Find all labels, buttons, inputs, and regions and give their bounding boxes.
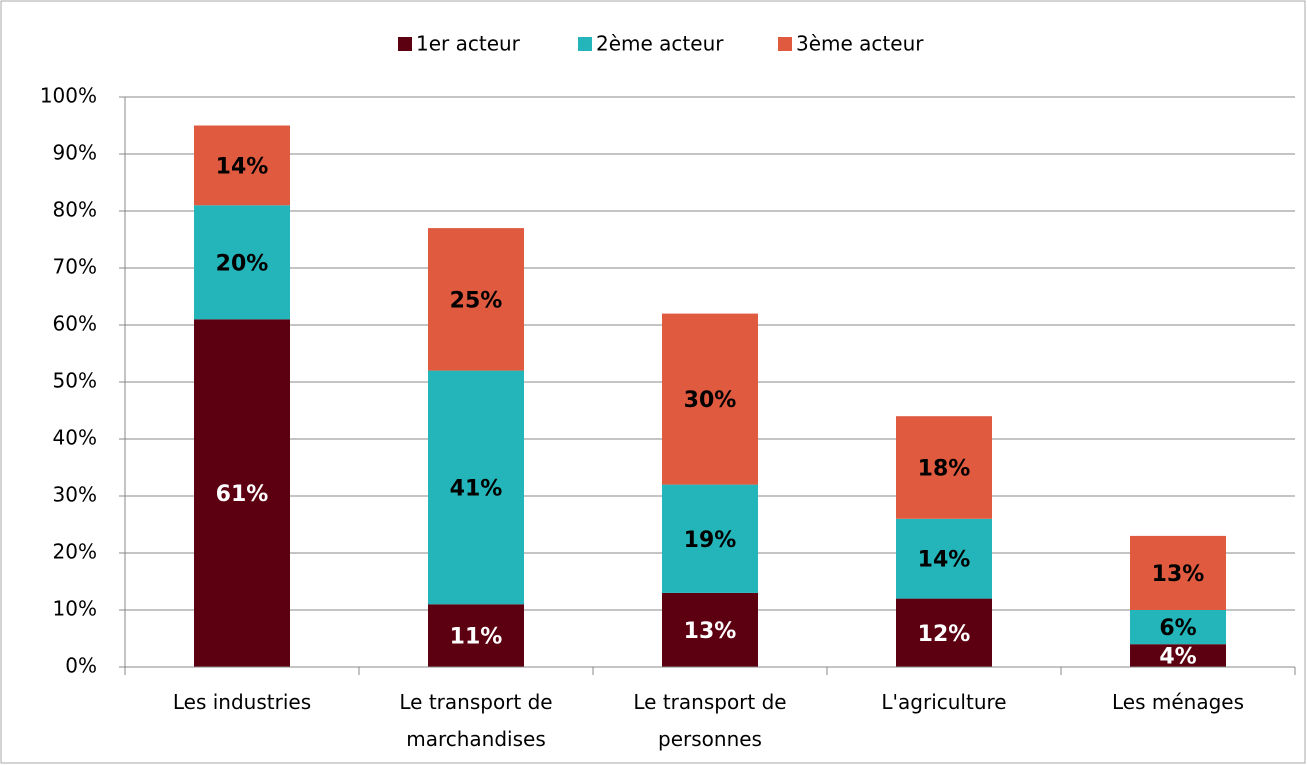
y-tick-label: 70%: [53, 255, 97, 279]
y-tick-label: 90%: [53, 141, 97, 165]
value-label: 12%: [918, 622, 971, 647]
bar-segment: [1130, 644, 1226, 667]
value-label: 13%: [684, 619, 737, 644]
y-tick-label: 60%: [53, 312, 97, 336]
value-label: 20%: [216, 251, 269, 276]
bar-segment: [1130, 610, 1226, 645]
value-label: 14%: [918, 548, 971, 573]
value-label: 6%: [1159, 616, 1196, 641]
bar-segment: [194, 205, 290, 320]
value-label: 18%: [918, 457, 971, 482]
bar-segment: [428, 370, 524, 605]
x-tick-label: Le transport de marchandises: [399, 690, 553, 751]
bar-segment: [428, 228, 524, 371]
legend-label: 3ème acteur: [796, 32, 924, 56]
x-tick-label: Le transport de personnes: [633, 690, 787, 751]
bar-segment: [662, 484, 758, 593]
value-label: 41%: [450, 476, 503, 501]
bar-segment: [896, 598, 992, 667]
y-tick-label: 50%: [53, 369, 97, 393]
bar-segment: [194, 125, 290, 206]
bar-segment: [896, 416, 992, 519]
value-label: 13%: [1152, 562, 1205, 587]
y-tick-label: 10%: [53, 597, 97, 621]
x-tick-label: Les ménages: [1111, 690, 1244, 714]
legend-swatch: [778, 37, 792, 51]
legend-label: 2ème acteur: [596, 32, 724, 56]
y-tick-label: 100%: [40, 84, 97, 108]
legend-swatch: [578, 37, 592, 51]
bar-segment: [662, 592, 758, 667]
value-label: 25%: [450, 288, 503, 313]
x-tick-label: L'agriculture: [881, 690, 1007, 714]
value-label: 19%: [684, 528, 737, 553]
legend-label: 1er acteur: [416, 32, 521, 56]
y-tick-label: 0%: [65, 654, 97, 678]
bar-segment: [662, 313, 758, 485]
x-tick-label: Les industries: [172, 690, 312, 714]
y-tick-label: 40%: [53, 426, 97, 450]
legend-swatch: [398, 37, 412, 51]
bar-segment: [194, 319, 290, 667]
y-tick-label: 30%: [53, 483, 97, 507]
bar-segment: [1130, 535, 1226, 610]
value-label: 4%: [1159, 645, 1196, 670]
bar-segment: [428, 604, 524, 667]
value-label: 14%: [216, 154, 269, 179]
y-tick-label: 20%: [53, 540, 97, 564]
value-label: 11%: [450, 625, 503, 650]
bar-segment: [896, 518, 992, 599]
value-label: 30%: [684, 388, 737, 413]
y-tick-label: 80%: [53, 198, 97, 222]
value-label: 61%: [216, 482, 269, 507]
